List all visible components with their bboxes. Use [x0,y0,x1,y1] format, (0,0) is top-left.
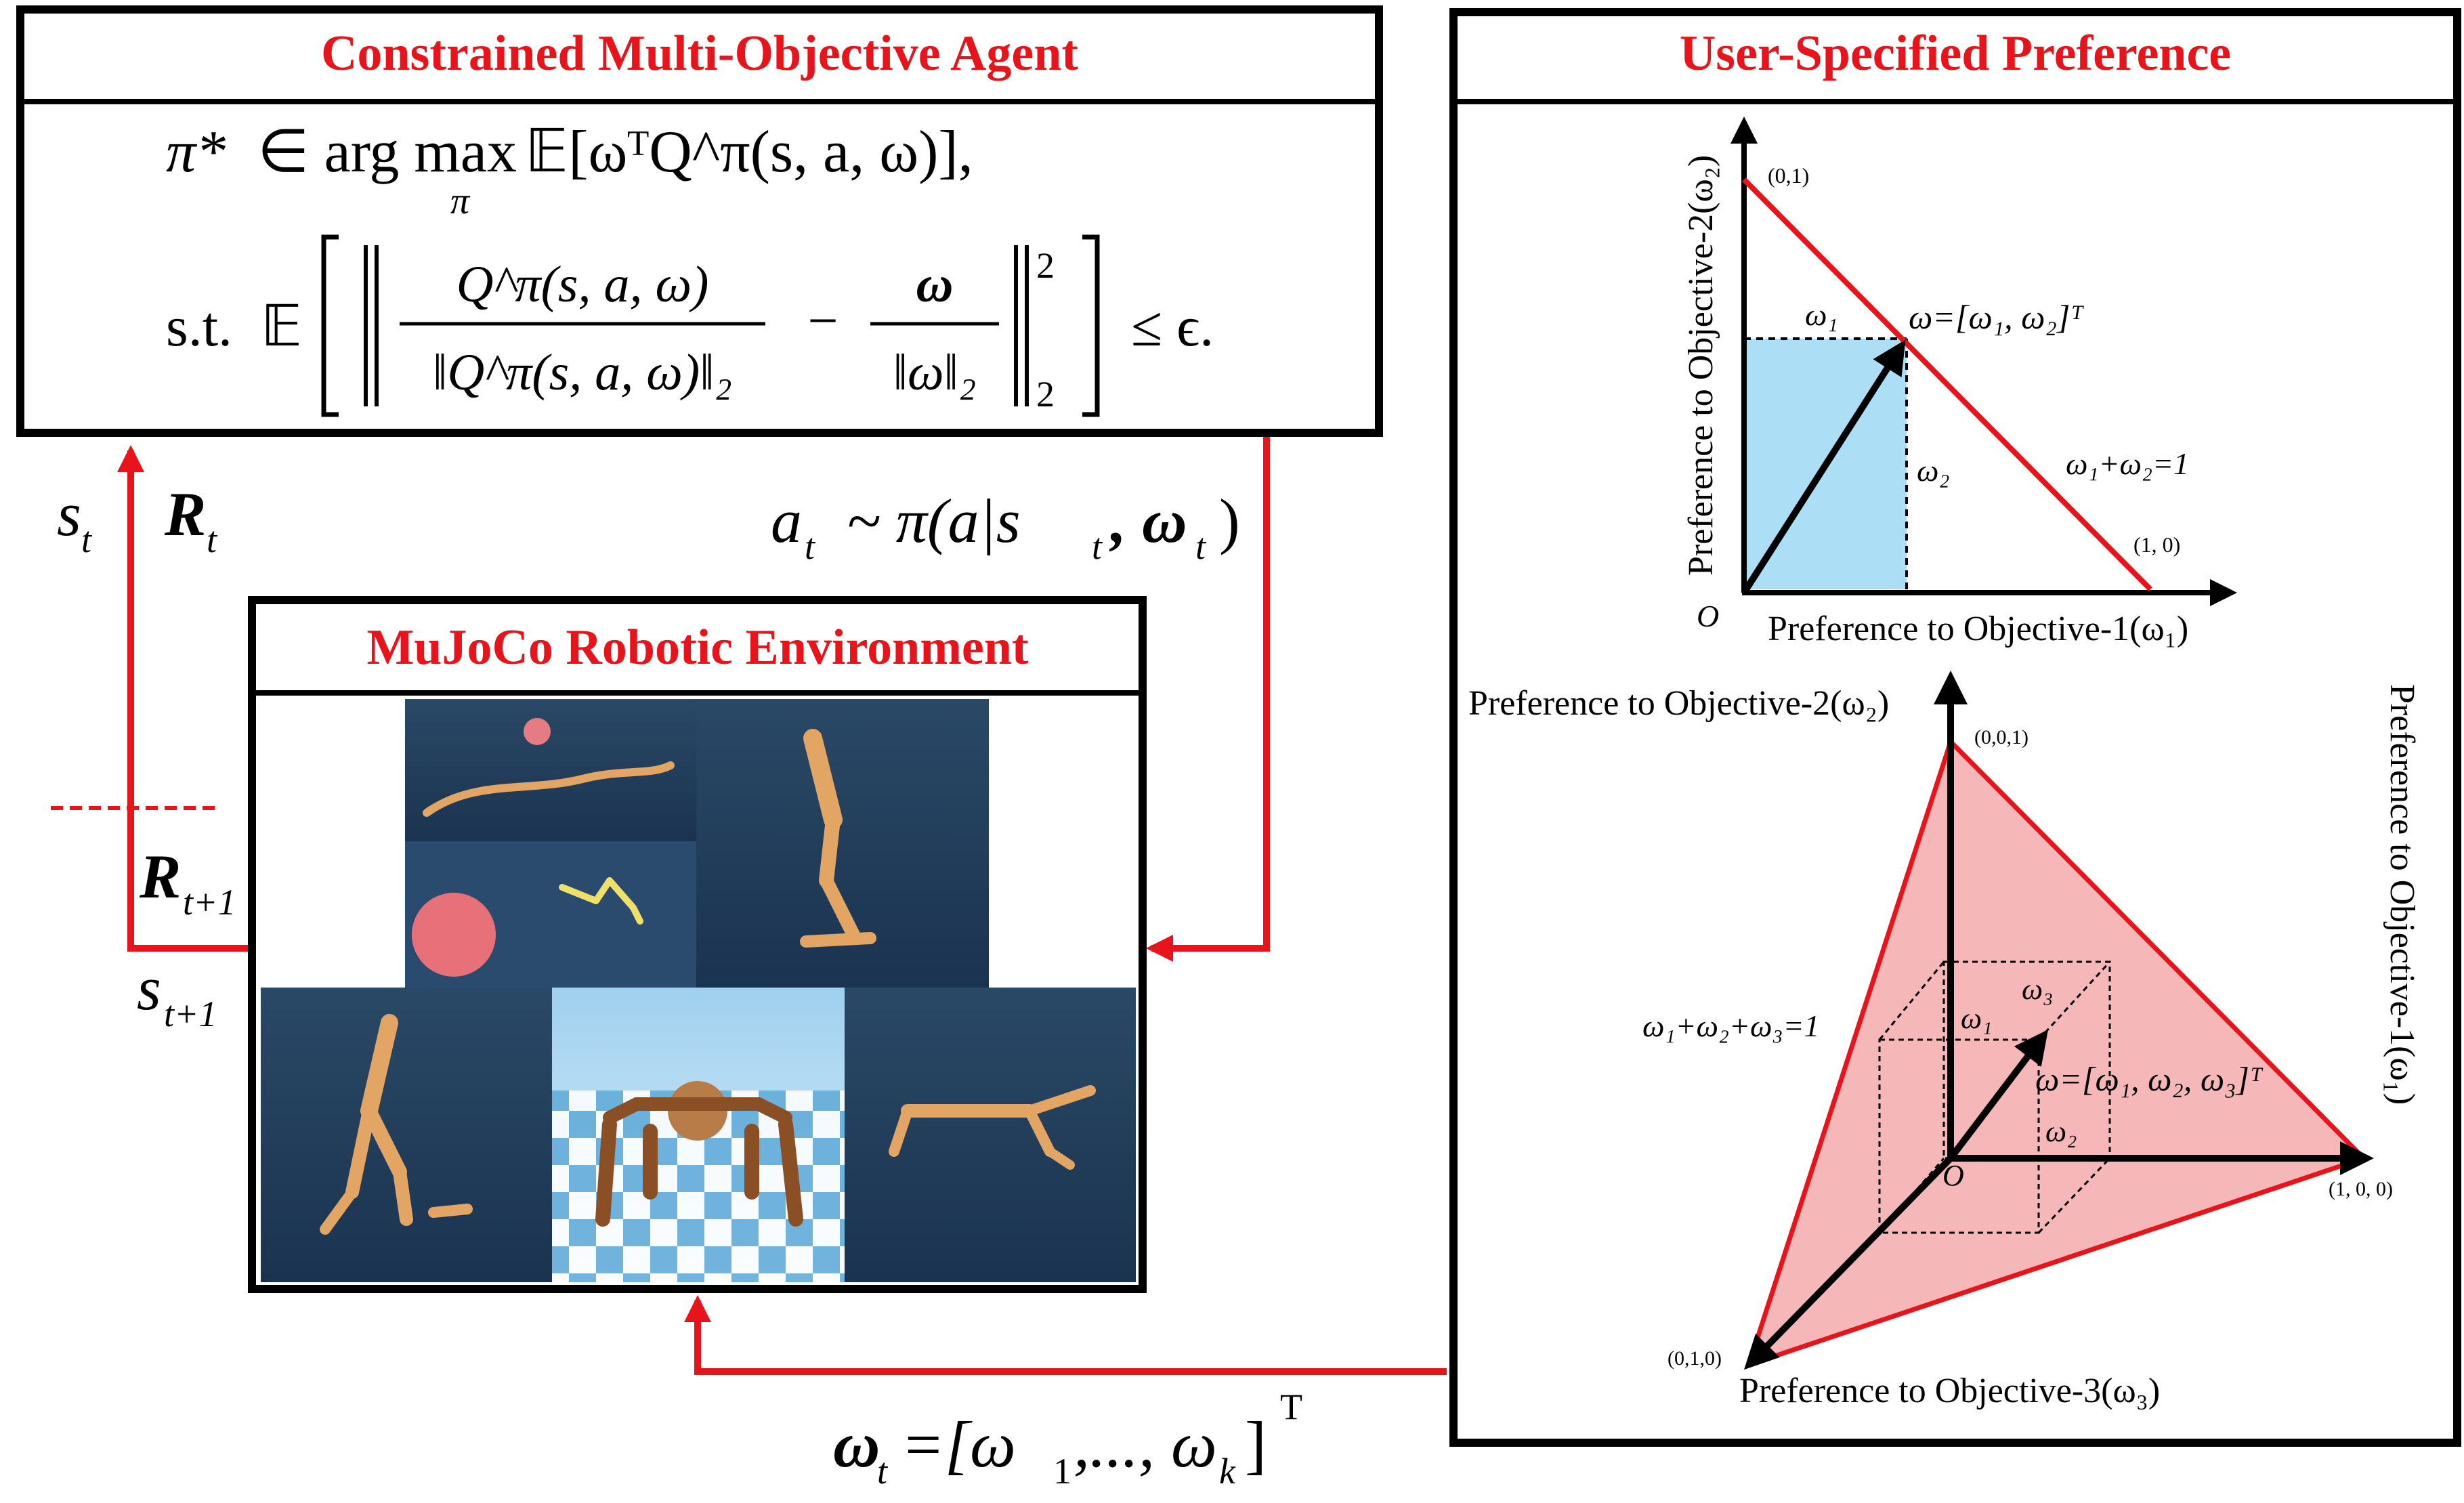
vec-label-3d: ω=[ω₁, ω₂, ω₃]ᵀ [2035,1060,2264,1098]
pref-3d-chart: (0,0,1) (1, 0, 0) (0,1,0) ω₁+ω₂+ω₃=1 ω₁ … [1468,671,2421,1410]
fraction2-denominator: ‖ω‖₂ [893,344,977,401]
label-R-t-sub: t [207,520,218,560]
w3-label-3d: ω₃ [2022,973,2053,1006]
fraction1-numerator: Q^π(s, a, ω) [456,256,709,313]
action-s-sub: t [1092,526,1103,567]
swimmer-image-top [405,699,696,841]
ylabel-2d: Preference to Objective-2(ω₂) [1682,155,1720,576]
label-s-t: s [57,480,81,549]
preference-arrow [684,1295,1447,1375]
constraint-leq: ≤ ϵ. [1131,295,1214,358]
env-box: MuJoCo Robotic Environment [248,596,1147,1293]
preference-vector-label: ω t =[ω 1 ,..., ω k ] T [833,1386,1302,1491]
label-R-t1: R [139,842,181,911]
w1-label-2d: ω₁ [1805,297,1838,332]
simplex-line-2d [1742,177,2152,591]
action-label: a t ~ π(a|s t , ω t ) [771,486,1240,567]
fraction1-denominator: ‖Q^π(s, a, ω)‖₂ [433,344,732,401]
xlabel-2d: Preference to Objective-1(ω₁) [1768,610,2188,648]
pt-010: (0,1,0) [1668,1347,1722,1370]
omega-t-sub: t [877,1451,889,1491]
axis1-label-3d: Preference to Objective-1(ω₁) [2383,684,2421,1105]
label-R-t: R [164,480,206,549]
vec-label-2d: ω=[ω₁, ω₂]ᵀ [1909,298,2084,336]
action-arrow [1146,437,1270,962]
label-s-t-sub: t [81,520,93,560]
hopper-image [696,699,989,988]
norm-superscript: 2 [1036,245,1055,286]
omega-vec-T: T [1280,1386,1302,1427]
axis-3-3d [1744,1156,1953,1370]
objective-formula: π* ∈ arg max π 𝔼[ωᵀQ^π(s, a, ω)], [166,119,973,222]
pref-box-title: User-Specified Preference [1680,26,2231,81]
left-bracket [321,234,339,417]
objective-argmax: ∈ arg max [257,119,517,185]
origin-3d: O [1942,1159,1964,1192]
constraint-st: s.t. [166,295,232,358]
pt-01: (0,1) [1768,163,1809,188]
w2-label-3d: ω₂ [2045,1115,2077,1148]
pt-001: (0,0,1) [1974,726,2028,748]
pref-vector-3d [1948,1030,2049,1161]
ant-image [552,988,845,1282]
omega-vec-open: =[ω [901,1408,1016,1481]
objective-under-pi: π [450,180,471,222]
action-a-sub: t [805,526,816,567]
pref-cube-3d [1878,960,2111,1234]
state-reward-arrow [117,445,248,952]
halfcheetah-image [845,988,1136,1282]
fraction2-numerator: ω [916,256,954,313]
pref-2d-chart: (0,1) (1, 0) O ω₁ ω₂ ω=[ω₁, ω₂]ᵀ ω₁+ω₂=1… [1682,117,2237,648]
constraint-formula: s.t. 𝔼 Q^π(s, a, ω) ‖Q^π(s, a, ω)‖₂ − ω … [166,234,1214,417]
walker-image [261,988,552,1282]
pref-box: User-Specified Preference [1449,8,2461,1447]
w1-label-3d: ω₁ [1961,1002,1992,1035]
agent-box: Constrained Multi-Objective Agent π* ∈ a… [16,5,1383,437]
action-omega-sub: t [1195,526,1207,567]
flow-arrows [51,437,1447,1375]
label-R-t1-sub: t+1 [183,882,236,923]
origin-2d: O [1697,599,1719,633]
agent-box-title: Constrained Multi-Objective Agent [321,26,1078,81]
action-pi: ~ π(a|s [847,486,1021,555]
objective-expectation: 𝔼[ωᵀQ^π(s, a, ω)], [525,119,973,185]
constraint-expectation: 𝔼 [261,295,302,358]
axis2-label-3d: Preference to Objective-2(ω₂) [1468,684,1889,723]
agent-box-frame [16,5,1383,437]
omega-vec-1: 1 [1053,1451,1071,1491]
norm-subscript: 2 [1036,374,1055,415]
axis3-label-3d: Preference to Objective-3(ω₃) [1739,1372,2160,1410]
action-close: ) [1219,486,1240,555]
omega-t: ω [833,1408,880,1481]
objective-pi-star: π* [166,119,226,185]
line-label-2d: ω₁+ω₂=1 [2066,446,2189,481]
pt-100: (1, 0, 0) [2329,1178,2393,1200]
plane-label-3d: ω₁+ω₂+ω₃=1 [1642,1009,1820,1043]
omega-vec-dots: ,..., ω [1074,1408,1217,1481]
action-omega: , ω [1109,486,1187,555]
omega-vec-k: k [1219,1451,1236,1491]
label-s-t1: s [137,954,161,1023]
signal-labels: s t R t R t+1 s t+1 a t ~ π(a|s t , ω t … [57,480,1302,1491]
right-bracket [1082,234,1100,417]
minus-sign: − [807,291,838,351]
label-s-t1-sub: t+1 [164,994,217,1034]
w2-label-2d: ω₂ [1917,453,1949,488]
pt-10: (1, 0) [2133,532,2180,557]
env-box-title: MuJoCo Robotic Environment [366,620,1028,675]
omega-vec-close: ] [1245,1408,1267,1481]
action-a: a [771,486,802,555]
pref-vector-2d [1741,339,1906,595]
swimmer-image-bottom [405,841,696,988]
